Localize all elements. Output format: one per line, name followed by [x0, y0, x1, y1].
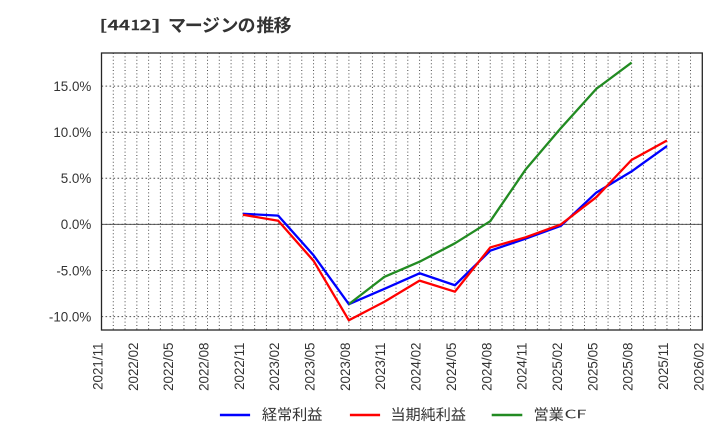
svg-text:-10.0%: -10.0% — [49, 309, 92, 324]
svg-text:2022/08: 2022/08 — [197, 343, 212, 391]
svg-text:2025/08: 2025/08 — [621, 343, 636, 391]
svg-text:2021/11: 2021/11 — [91, 343, 106, 390]
svg-text:0.0%: 0.0% — [61, 217, 92, 232]
svg-text:2023/11: 2023/11 — [373, 343, 388, 390]
svg-text:2024/05: 2024/05 — [444, 343, 459, 391]
svg-text:2022/05: 2022/05 — [161, 343, 176, 391]
svg-text:2023/05: 2023/05 — [303, 343, 318, 391]
svg-text:2022/02: 2022/02 — [126, 343, 141, 391]
svg-text:2022/11: 2022/11 — [232, 343, 247, 390]
svg-text:-5.0%: -5.0% — [56, 263, 91, 278]
svg-text:2024/02: 2024/02 — [409, 343, 424, 391]
svg-text:2026/02: 2026/02 — [691, 343, 706, 391]
svg-text:15.0%: 15.0% — [53, 79, 91, 94]
svg-text:2024/11: 2024/11 — [515, 343, 530, 390]
svg-text:2025/11: 2025/11 — [656, 343, 671, 390]
svg-text:10.0%: 10.0% — [53, 125, 91, 140]
svg-text:2024/08: 2024/08 — [479, 343, 494, 391]
svg-text:2023/08: 2023/08 — [338, 343, 353, 391]
svg-text:5.0%: 5.0% — [61, 171, 92, 186]
svg-text:2025/02: 2025/02 — [550, 343, 565, 391]
svg-text:2025/05: 2025/05 — [585, 343, 600, 391]
svg-text:2023/02: 2023/02 — [267, 343, 282, 391]
